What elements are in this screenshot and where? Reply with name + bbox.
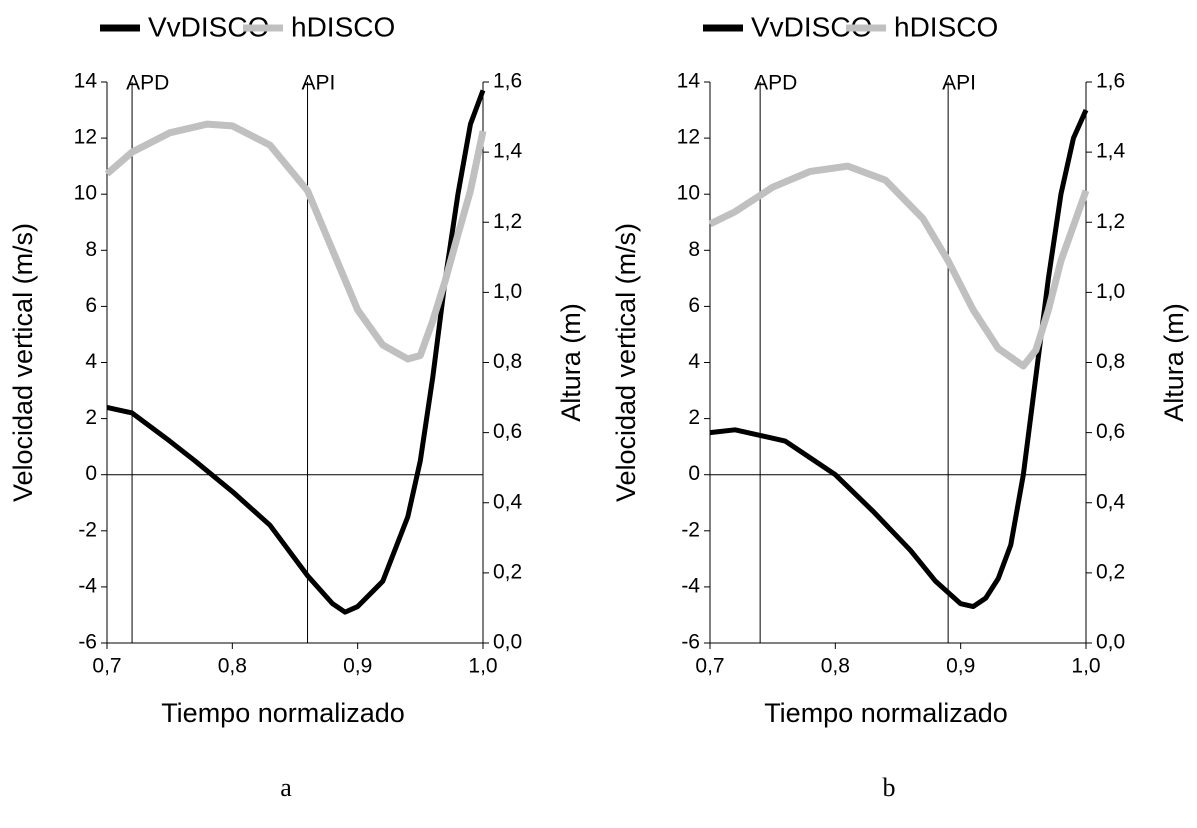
- y-tick-label: 12: [74, 126, 97, 149]
- y2-tick-label: 0,6: [1096, 420, 1125, 443]
- y-axis-label: Velocidad vertical (m/s): [8, 223, 38, 502]
- y-tick-label: 4: [688, 350, 700, 373]
- y2-tick-label: 1,2: [493, 210, 522, 233]
- y-tick-label: 10: [74, 182, 97, 205]
- y-tick-label: 0: [688, 462, 700, 485]
- y2-tick-label: 1,6: [1096, 70, 1125, 93]
- y-tick-label: -6: [78, 631, 97, 654]
- event-label: APD: [754, 72, 797, 95]
- y2-tick-label: 0,8: [1096, 350, 1125, 373]
- y-axis-label: Velocidad vertical (m/s): [611, 223, 641, 502]
- caption: b: [883, 773, 896, 802]
- y-tick-label: 12: [677, 126, 700, 149]
- y-tick-label: 10: [677, 182, 700, 205]
- y-tick-label: 14: [677, 70, 701, 93]
- x-tick-label: 0,8: [218, 655, 247, 678]
- y-tick-label: -2: [681, 518, 700, 541]
- series-line: [104, 120, 487, 363]
- y2-tick-label: 1,4: [493, 140, 523, 163]
- y-tick-label: 8: [85, 238, 97, 261]
- y-tick-label: 0: [85, 462, 97, 485]
- y2-tick-label: 0,0: [493, 631, 522, 654]
- y2-tick-label: 0,2: [493, 560, 522, 583]
- y-tick-label: -6: [681, 631, 700, 654]
- y-tick-label: 6: [85, 294, 97, 317]
- caption: a: [280, 773, 292, 802]
- y-tick-label: -4: [681, 574, 700, 597]
- event-label: API: [302, 72, 336, 95]
- x-tick-label: 0,7: [92, 655, 121, 678]
- event-label: APD: [126, 72, 169, 95]
- y2-tick-label: 1,4: [1096, 140, 1126, 163]
- x-tick-label: 0,9: [946, 655, 975, 678]
- y2-tick-label: 0,8: [493, 350, 522, 373]
- x-tick-label: 0,7: [695, 655, 724, 678]
- y2-tick-label: 0,2: [1096, 560, 1125, 583]
- y-tick-label: -2: [78, 518, 97, 541]
- x-tick-label: 0,9: [343, 655, 372, 678]
- series-line: [709, 109, 1089, 610]
- x-tick-label: 0,8: [821, 655, 850, 678]
- y-tick-label: 2: [688, 406, 700, 429]
- y2-axis-label: Altura (m): [1159, 303, 1189, 422]
- x-axis-label: Tiempo normalizado: [764, 698, 1008, 728]
- series-line: [708, 162, 1090, 370]
- legend-label: hDISCO: [291, 11, 395, 42]
- y2-tick-label: 1,2: [1096, 210, 1125, 233]
- series-line: [106, 89, 486, 615]
- y2-tick-label: 1,6: [493, 70, 522, 93]
- y-tick-label: 4: [85, 350, 97, 373]
- x-tick-label: 1,0: [468, 655, 497, 678]
- y2-tick-label: 0,0: [1096, 631, 1125, 654]
- y2-tick-label: 1,0: [493, 280, 522, 303]
- y2-tick-label: 1,0: [1096, 280, 1125, 303]
- event-label: API: [942, 72, 976, 95]
- y-tick-label: 2: [85, 406, 97, 429]
- y2-tick-label: 0,4: [1096, 490, 1126, 513]
- y-tick-label: 6: [688, 294, 700, 317]
- x-tick-label: 1,0: [1071, 655, 1100, 678]
- y-tick-label: 8: [688, 238, 700, 261]
- y-tick-label: 14: [74, 70, 98, 93]
- y-tick-label: -4: [78, 574, 97, 597]
- y2-tick-label: 0,6: [493, 420, 522, 443]
- legend-label: hDISCO: [894, 11, 998, 42]
- x-axis-label: Tiempo normalizado: [161, 698, 405, 728]
- y2-tick-label: 0,4: [493, 490, 523, 513]
- y2-axis-label: Altura (m): [556, 303, 586, 422]
